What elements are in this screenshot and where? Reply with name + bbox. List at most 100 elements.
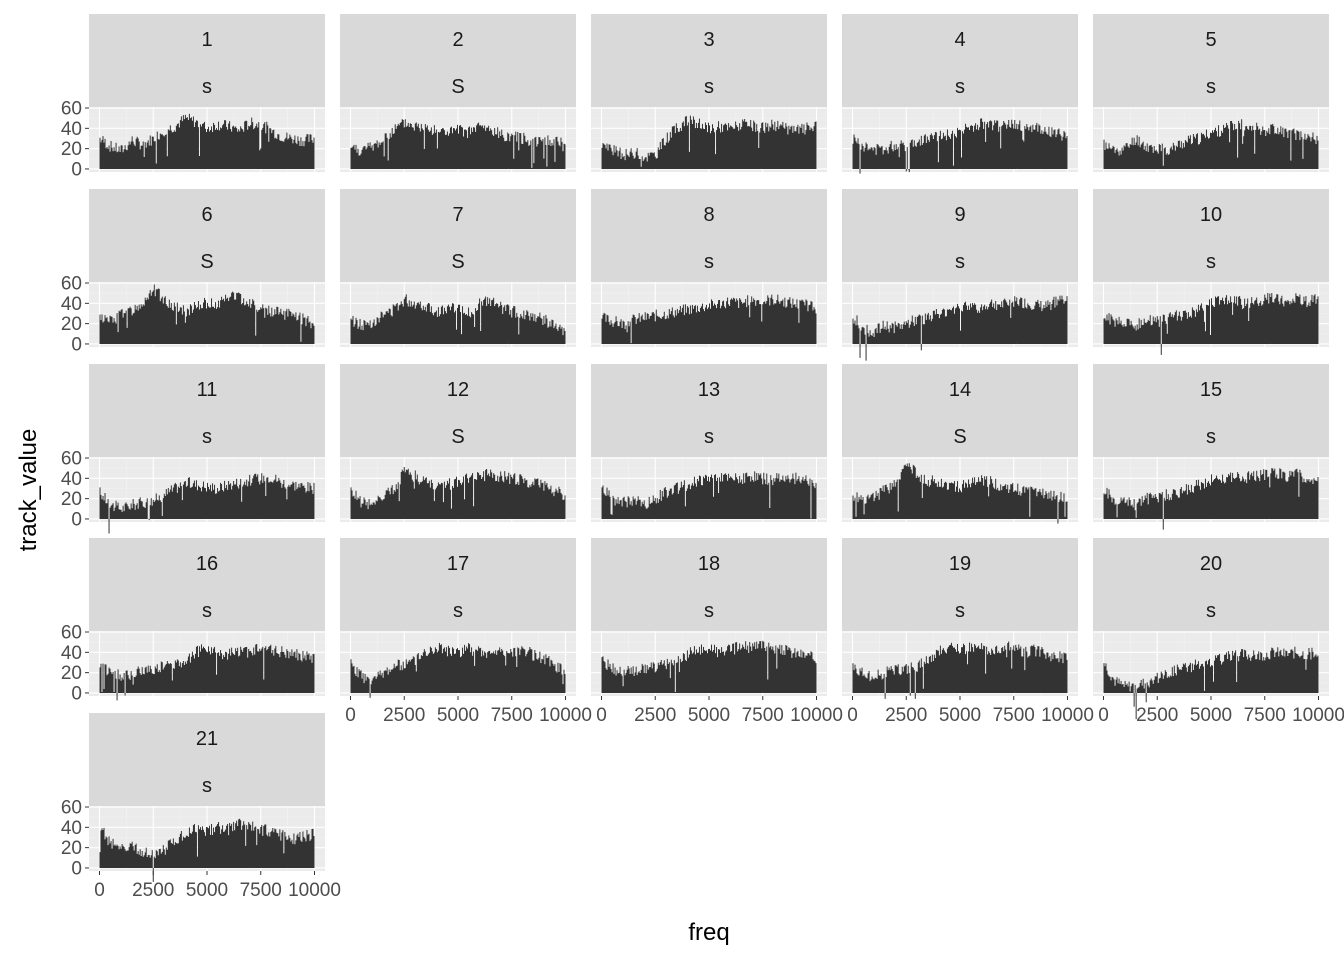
- strip-class-label: s: [704, 600, 714, 622]
- strip-id-label: 9: [954, 204, 965, 226]
- y-tick-label: 20: [61, 139, 82, 160]
- strip-class-label: s: [1206, 600, 1216, 622]
- bar-series: [601, 640, 817, 693]
- strip-class-label: s: [453, 600, 463, 622]
- facet-strip: [591, 14, 827, 107]
- strip-id-label: 7: [452, 204, 463, 226]
- x-tick-label: 10000: [790, 705, 843, 726]
- facet-panel-9: 9s: [842, 189, 1078, 361]
- facet-strip: [89, 189, 325, 282]
- x-tick-label: 5000: [939, 705, 981, 726]
- x-tick-label: 7500: [1244, 705, 1286, 726]
- y-tick-label: 40: [61, 469, 82, 490]
- y-tick-label: 0: [71, 683, 82, 704]
- facet-panel-18: 18 s 0 2500 5000 7500 10000: [591, 538, 843, 726]
- facet-panel-17: 17 s 0 2500 5000 7500 10000: [340, 538, 592, 726]
- x-tick-label: 0: [1098, 705, 1109, 726]
- facet-strip: [842, 538, 1078, 631]
- strip-class-label: S: [953, 426, 966, 448]
- x-tick-label: 7500: [240, 880, 282, 901]
- strip-class-label: s: [202, 76, 212, 98]
- x-tick-label: 0: [94, 880, 105, 901]
- bar-series: [1103, 646, 1319, 720]
- y-tick-label: 20: [61, 489, 82, 510]
- facet-panel-12: 12 S: [340, 364, 576, 522]
- strip-id-label: 3: [703, 29, 714, 51]
- facet-strip: [1093, 364, 1329, 457]
- facet-panel-7: 7S: [340, 189, 576, 347]
- strip-id-label: 1: [201, 29, 212, 51]
- strip-class-label: s: [955, 76, 965, 98]
- bar-series: [1103, 468, 1319, 530]
- facet-strip: [842, 189, 1078, 282]
- y-tick-label: 20: [61, 314, 82, 335]
- bar-series: [1103, 293, 1319, 355]
- facet-panel-19: 19 s 0 2500 5000 7500 10000: [842, 538, 1094, 726]
- bar-series: [350, 119, 566, 169]
- strip-id-label: 19: [949, 553, 971, 575]
- x-tick-label: 10000: [1041, 705, 1094, 726]
- strip-class-label: s: [202, 600, 212, 622]
- y-tick-label: 60: [61, 449, 82, 470]
- y-tick-label: 0: [71, 509, 82, 530]
- strip-class-label: S: [451, 76, 464, 98]
- strip-class-label: s: [704, 251, 714, 273]
- strip-class-label: s: [704, 426, 714, 448]
- strip-class-label: S: [451, 251, 464, 273]
- strip-class-label: S: [451, 426, 464, 448]
- facet-panel-14: 14 S: [842, 364, 1078, 524]
- x-tick-label: 7500: [742, 705, 784, 726]
- x-tick-label: 5000: [1190, 705, 1232, 726]
- strip-id-label: 12: [447, 379, 469, 401]
- strip-class-label: S: [200, 251, 213, 273]
- strip-id-label: 10: [1200, 204, 1222, 226]
- facet-strip: [591, 189, 827, 282]
- strip-class-label: s: [202, 426, 212, 448]
- bar-series: [852, 463, 1068, 524]
- y-tick-label: 60: [61, 623, 82, 644]
- x-tick-label: 5000: [186, 880, 228, 901]
- bar-series: [852, 641, 1068, 699]
- facet-strip: [89, 538, 325, 631]
- x-tick-label: 0: [847, 705, 858, 726]
- y-tick-label: 20: [61, 838, 82, 859]
- y-tick-label: 40: [61, 294, 82, 315]
- strip-class-label: s: [1206, 76, 1216, 98]
- x-tick-label: 2500: [1136, 705, 1178, 726]
- y-tick-label: 20: [61, 663, 82, 684]
- y-tick-label: 0: [71, 334, 82, 355]
- strip-class-label: s: [955, 600, 965, 622]
- x-tick-label: 5000: [688, 705, 730, 726]
- facet-strip: [340, 364, 576, 457]
- x-tick-label: 7500: [993, 705, 1035, 726]
- facet-strip: [842, 364, 1078, 457]
- bar-series: [99, 644, 315, 701]
- facet-strip: [89, 364, 325, 457]
- facet-strip: [89, 14, 325, 107]
- strip-id-label: 18: [698, 553, 720, 575]
- facet-panel-13: 13 s: [591, 364, 827, 522]
- bar-series: [350, 294, 566, 344]
- x-tick-label: 0: [345, 705, 356, 726]
- facet-strip: [89, 713, 325, 806]
- x-tick-label: 5000: [437, 705, 479, 726]
- x-tick-label: 0: [596, 705, 607, 726]
- bar-series: [99, 113, 315, 169]
- x-axis-title: freq: [688, 919, 729, 946]
- bar-series: [99, 818, 315, 882]
- y-tick-label: 0: [71, 159, 82, 180]
- bar-series: [1103, 119, 1319, 169]
- strip-id-label: 17: [447, 553, 469, 575]
- bar-series: [99, 284, 315, 344]
- bar-series: [99, 473, 315, 534]
- bar-series: [852, 118, 1068, 174]
- strip-id-label: 21: [196, 728, 218, 750]
- facet-panel-5: 5s: [1093, 14, 1329, 172]
- x-tick-label: 2500: [132, 880, 174, 901]
- facet-strip: [842, 14, 1078, 107]
- strip-class-label: s: [202, 775, 212, 797]
- x-tick-label: 10000: [1292, 705, 1344, 726]
- y-tick-label: 40: [61, 119, 82, 140]
